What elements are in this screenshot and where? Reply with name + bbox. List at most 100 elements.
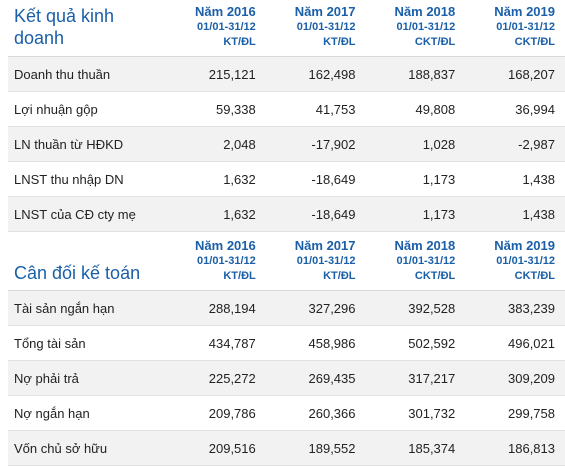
column-year: Năm 2017 xyxy=(294,4,356,19)
balance-col-2019: Năm 2019 01/01-31/12 CKT/ĐL xyxy=(465,234,565,284)
row-label: LN thuần từ HĐKD xyxy=(14,136,124,152)
cell-value: 260,366 xyxy=(308,405,356,421)
balance-col-2016: Năm 2016 01/01-31/12 KT/ĐL xyxy=(166,234,266,284)
cell-value: 41,753 xyxy=(315,101,356,117)
income-title: Kết quả kinh doanh xyxy=(14,6,115,48)
cell-value: 327,296 xyxy=(308,300,356,316)
balance-col-2017: Năm 2017 01/01-31/12 KT/ĐL xyxy=(266,234,366,284)
row-label: LNST của CĐ cty mẹ xyxy=(14,206,136,222)
income-section: Kết quả kinh doanh Năm 2016 01/01-31/12 … xyxy=(8,0,565,232)
divider xyxy=(8,56,565,57)
row-label: LNST thu nhập DN xyxy=(14,171,124,187)
table-row: Tổng tài sản 434,787 458,986 502,592 496… xyxy=(8,326,565,361)
balance-rows: Tài sản ngắn hạn 288,194 327,296 392,528… xyxy=(8,290,565,466)
income-rows: Doanh thu thuần 215,121 162,498 188,837 … xyxy=(8,56,565,232)
cell-value: -18,649 xyxy=(311,206,356,222)
table-row: LN thuần từ HĐKD 2,048 -17,902 1,028 -2,… xyxy=(8,127,565,162)
column-year: Năm 2019 xyxy=(494,238,555,253)
table-row: LNST của CĐ cty mẹ 1,632 -18,649 1,173 1… xyxy=(8,197,565,232)
column-audit: KT/ĐL xyxy=(223,36,256,48)
cell-value: 162,498 xyxy=(308,66,356,82)
cell-value: 288,194 xyxy=(208,300,256,316)
cell-value: 49,808 xyxy=(415,101,456,117)
column-period: 01/01-31/12 xyxy=(296,21,356,33)
cell-value: 215,121 xyxy=(208,66,256,82)
income-col-2018: Năm 2018 01/01-31/12 CKT/ĐL xyxy=(366,0,466,50)
income-col-2017: Năm 2017 01/01-31/12 KT/ĐL xyxy=(266,0,366,50)
column-year: Năm 2016 xyxy=(195,238,256,253)
row-label: Vốn chủ sở hữu xyxy=(14,440,108,456)
column-period: 01/01-31/12 xyxy=(396,255,456,267)
column-year: Năm 2016 xyxy=(195,4,256,19)
cell-value: 185,374 xyxy=(408,440,456,456)
row-label: Nợ phải trả xyxy=(14,370,79,386)
row-label: Nợ ngắn hạn xyxy=(14,405,90,421)
column-audit: KT/ĐL xyxy=(323,270,356,282)
column-year: Năm 2019 xyxy=(494,4,555,19)
cell-value: 188,837 xyxy=(408,66,456,82)
column-audit: CKT/ĐL xyxy=(514,36,555,48)
table-row: Lợi nhuận gộp 59,338 41,753 49,808 36,99… xyxy=(8,92,565,127)
income-header: Kết quả kinh doanh Năm 2016 01/01-31/12 … xyxy=(8,0,565,50)
cell-value: -2,987 xyxy=(518,136,555,152)
cell-value: 1,438 xyxy=(522,206,555,222)
cell-value: 1,173 xyxy=(422,171,456,187)
cell-value: 434,787 xyxy=(208,335,256,351)
balance-header: Cân đối kế toán Năm 2016 01/01-31/12 KT/… xyxy=(8,234,565,284)
cell-value: 209,516 xyxy=(208,440,256,456)
row-label: Doanh thu thuần xyxy=(14,66,111,82)
cell-value: 496,021 xyxy=(508,335,555,351)
cell-value: 2,048 xyxy=(223,136,256,152)
column-year: Năm 2018 xyxy=(394,4,456,19)
table-row: LNST thu nhập DN 1,632 -18,649 1,173 1,4… xyxy=(8,162,565,197)
column-audit: CKT/ĐL xyxy=(414,270,456,282)
cell-value: 1,632 xyxy=(223,206,256,222)
table-row: Tài sản ngắn hạn 288,194 327,296 392,528… xyxy=(8,291,565,326)
cell-value: 1,028 xyxy=(422,136,456,152)
cell-value: 301,732 xyxy=(408,405,456,421)
row-label: Tổng tài sản xyxy=(14,335,86,351)
cell-value: 269,435 xyxy=(308,370,356,386)
cell-value: 186,813 xyxy=(508,440,555,456)
cell-value: 299,758 xyxy=(508,405,555,421)
column-period: 01/01-31/12 xyxy=(197,255,256,267)
cell-value: 1,632 xyxy=(223,171,256,187)
column-period: 01/01-31/12 xyxy=(496,21,555,33)
cell-value: 1,438 xyxy=(522,171,555,187)
row-label: Lợi nhuận gộp xyxy=(14,101,98,117)
cell-value: 383,239 xyxy=(508,300,555,316)
cell-value: 317,217 xyxy=(408,370,456,386)
cell-value: 458,986 xyxy=(308,335,356,351)
divider xyxy=(8,290,565,291)
cell-value: 168,207 xyxy=(508,66,555,82)
column-period: 01/01-31/12 xyxy=(396,21,456,33)
cell-value: 36,994 xyxy=(515,101,555,117)
table-row: Nợ phải trả 225,272 269,435 317,217 309,… xyxy=(8,361,565,396)
income-col-2016: Năm 2016 01/01-31/12 KT/ĐL xyxy=(166,0,266,50)
table-row: Doanh thu thuần 215,121 162,498 188,837 … xyxy=(8,57,565,92)
cell-value: 1,173 xyxy=(422,206,456,222)
balance-title: Cân đối kế toán xyxy=(14,263,141,283)
balance-col-2018: Năm 2018 01/01-31/12 CKT/ĐL xyxy=(366,234,466,284)
cell-value: 59,338 xyxy=(215,101,256,117)
column-period: 01/01-31/12 xyxy=(197,21,256,33)
cell-value: 189,552 xyxy=(308,440,356,456)
column-year: Năm 2017 xyxy=(294,238,356,253)
column-audit: CKT/ĐL xyxy=(414,36,456,48)
table-row: Vốn chủ sở hữu 209,516 189,552 185,374 1… xyxy=(8,431,565,466)
column-period: 01/01-31/12 xyxy=(296,255,356,267)
table-row: Nợ ngắn hạn 209,786 260,366 301,732 299,… xyxy=(8,396,565,431)
column-audit: KT/ĐL xyxy=(323,36,356,48)
cell-value: -18,649 xyxy=(311,171,356,187)
cell-value: -17,902 xyxy=(311,136,356,152)
column-year: Năm 2018 xyxy=(394,238,456,253)
column-audit: CKT/ĐL xyxy=(514,270,555,282)
cell-value: 392,528 xyxy=(408,300,456,316)
balance-section: Cân đối kế toán Năm 2016 01/01-31/12 KT/… xyxy=(8,234,565,466)
column-audit: KT/ĐL xyxy=(223,270,256,282)
cell-value: 309,209 xyxy=(508,370,555,386)
income-col-2019: Năm 2019 01/01-31/12 CKT/ĐL xyxy=(465,0,565,50)
cell-value: 209,786 xyxy=(208,405,256,421)
column-period: 01/01-31/12 xyxy=(496,255,555,267)
